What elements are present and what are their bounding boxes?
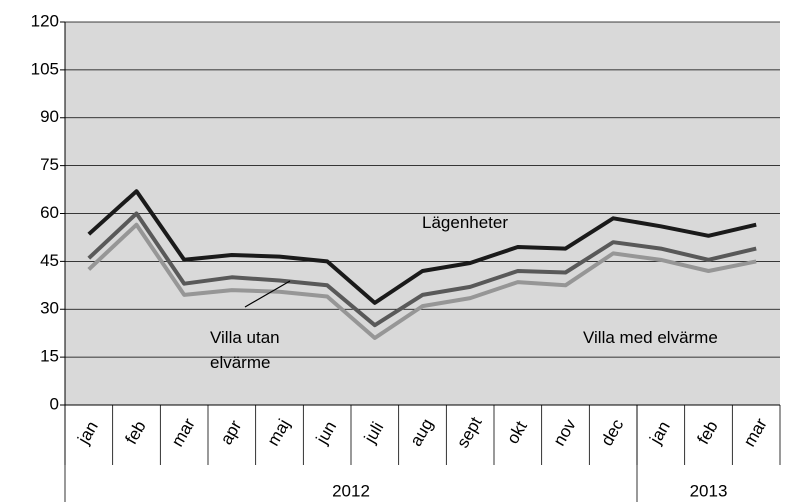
x-tick-label: mar	[168, 415, 199, 450]
series-line	[87, 211, 757, 328]
label-pointer	[244, 280, 291, 308]
series-label: Villa utan elvärme	[210, 328, 280, 372]
y-tick-label: 90	[40, 107, 59, 126]
y-tick-label: 75	[40, 155, 59, 174]
y-tick-label: 30	[40, 299, 59, 318]
group-label: 2013	[690, 481, 728, 500]
x-tick-label: feb	[121, 418, 149, 448]
y-tick-label: 60	[40, 203, 59, 222]
series-line	[87, 222, 757, 340]
y-tick-label: 0	[50, 394, 59, 413]
x-tick-label: aug	[406, 415, 437, 449]
x-tick-label: mar	[740, 415, 771, 450]
x-tick-label: juli	[360, 419, 387, 447]
x-tick-label: sept	[453, 414, 486, 452]
x-tick-label: maj	[264, 416, 294, 449]
x-tick-label: apr	[217, 417, 246, 448]
y-tick-label: 105	[31, 59, 59, 78]
series-line	[87, 189, 757, 305]
x-tick-label: jan	[74, 418, 102, 448]
x-tick-label: feb	[693, 418, 721, 448]
x-tick-label: nov	[550, 415, 580, 449]
y-tick-label: 120	[31, 11, 59, 30]
x-tick-label: jan	[646, 418, 674, 448]
y-tick-label: 45	[40, 251, 59, 270]
group-label: 2012	[332, 481, 370, 500]
x-tick-label: okt	[503, 418, 531, 447]
series-label: Villa med elvärme	[583, 328, 718, 347]
x-tick-label: jun	[312, 418, 340, 448]
y-tick-label: 15	[40, 347, 59, 366]
x-tick-label: dec	[597, 415, 627, 449]
series-label: Lägenheter	[422, 213, 509, 232]
